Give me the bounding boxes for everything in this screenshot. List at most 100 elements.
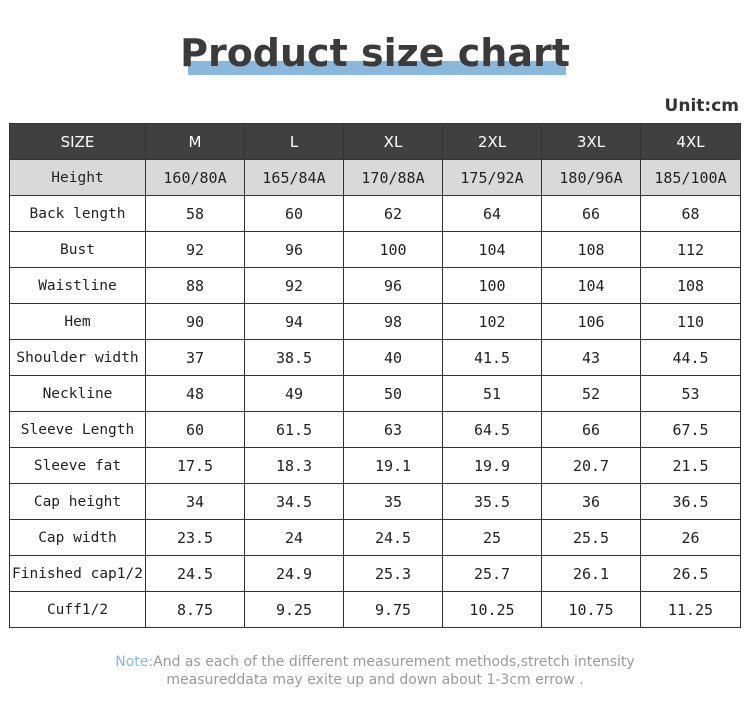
row-label: Cap height (9, 483, 146, 520)
table-cell: 58 (145, 195, 245, 232)
table-row: Waistline 88 92 96 100 104 108 (9, 267, 741, 304)
table-cell: 21.5 (640, 447, 741, 484)
table-cell: 100 (343, 231, 443, 268)
table-cell: 44.5 (640, 339, 741, 376)
table-row: Sleeve fat 17.5 18.3 19.1 19.9 20.7 21.5 (9, 447, 741, 484)
row-label: Finished cap1/2 (9, 555, 146, 592)
note-line-2: measureddata may exite up and down about… (166, 672, 584, 688)
table-row: Cap width 23.5 24 24.5 25 25.5 26 (9, 519, 741, 556)
table-cell: 106 (541, 303, 641, 340)
table-row: Bust 92 96 100 104 108 112 (9, 231, 741, 268)
table-cell: 60 (244, 195, 344, 232)
row-label: Shoulder width (9, 339, 146, 376)
table-cell: 96 (343, 267, 443, 304)
table-cell: 108 (640, 267, 741, 304)
row-label: Height (9, 159, 146, 196)
table-cell: 36.5 (640, 483, 741, 520)
table-cell: 100 (442, 267, 542, 304)
table-cell: 26.1 (541, 555, 641, 592)
table-cell: 10.25 (442, 591, 542, 628)
row-label: Waistline (9, 267, 146, 304)
table-cell: 26 (640, 519, 741, 556)
column-header: M (145, 123, 245, 160)
table-row: Cap height 34 34.5 35 35.5 36 36.5 (9, 483, 741, 520)
row-label: Hem (9, 303, 146, 340)
page-title: Product size chart (180, 31, 570, 75)
table-cell: 40 (343, 339, 443, 376)
table-cell: 108 (541, 231, 641, 268)
row-label: Bust (9, 231, 146, 268)
table-cell: 43 (541, 339, 641, 376)
row-label: Neckline (9, 375, 146, 412)
table-row: Shoulder width 37 38.5 40 41.5 43 44.5 (9, 339, 741, 376)
column-header: 2XL (442, 123, 542, 160)
table-cell: 175/92A (442, 159, 542, 196)
table-cell: 34.5 (244, 483, 344, 520)
table-row: Sleeve Length 60 61.5 63 64.5 66 67.5 (9, 411, 741, 448)
table-cell: 180/96A (541, 159, 641, 196)
table-cell: 25.7 (442, 555, 542, 592)
note-line-1-text: And as each of the different measurement… (153, 654, 635, 670)
row-label: Back length (9, 195, 146, 232)
row-label: Cuff1/2 (9, 591, 146, 628)
table-cell: 49 (244, 375, 344, 412)
title-block: Product size chart (0, 28, 750, 88)
table-cell: 48 (145, 375, 245, 412)
table-cell: 25.3 (343, 555, 443, 592)
column-header: XL (343, 123, 443, 160)
table-cell: 26.5 (640, 555, 741, 592)
table-row: Back length 58 60 62 64 66 68 (9, 195, 741, 232)
table-cell: 53 (640, 375, 741, 412)
note-text: Note:And as each of the different measur… (0, 653, 750, 689)
unit-label: Unit:cm (664, 96, 739, 116)
table-cell: 9.75 (343, 591, 443, 628)
table-cell: 185/100A (640, 159, 741, 196)
table-cell: 112 (640, 231, 741, 268)
column-header: 3XL (541, 123, 641, 160)
table-cell: 170/88A (343, 159, 443, 196)
table-cell: 64.5 (442, 411, 542, 448)
table-cell: 36 (541, 483, 641, 520)
note-line-1: Note:And as each of the different measur… (0, 653, 750, 671)
column-header: 4XL (640, 123, 741, 160)
table-cell: 52 (541, 375, 641, 412)
table-cell: 11.25 (640, 591, 741, 628)
table-cell: 90 (145, 303, 245, 340)
table-cell: 102 (442, 303, 542, 340)
table-cell: 17.5 (145, 447, 245, 484)
title-underline (188, 61, 566, 75)
table-cell: 66 (541, 195, 641, 232)
table-cell: 88 (145, 267, 245, 304)
table-cell: 61.5 (244, 411, 344, 448)
table-row: Neckline 48 49 50 51 52 53 (9, 375, 741, 412)
table-cell: 50 (343, 375, 443, 412)
table-cell: 34 (145, 483, 245, 520)
table-cell: 98 (343, 303, 443, 340)
table-cell: 104 (442, 231, 542, 268)
table-row: Height 160/80A 165/84A 170/88A 175/92A 180/96… (9, 159, 741, 196)
table-cell: 25.5 (541, 519, 641, 556)
table-cell: 96 (244, 231, 344, 268)
table-row: Cuff1/2 8.75 9.25 9.75 10.25 10.75 11.25 (9, 591, 741, 628)
table-cell: 64 (442, 195, 542, 232)
table-cell: 25 (442, 519, 542, 556)
table-cell: 94 (244, 303, 344, 340)
table-cell: 8.75 (145, 591, 245, 628)
row-label: Cap width (9, 519, 146, 556)
table-cell: 37 (145, 339, 245, 376)
column-header: L (244, 123, 344, 160)
table-cell: 66 (541, 411, 641, 448)
table-cell: 19.9 (442, 447, 542, 484)
size-table: SIZE M L XL 2XL 3XL 4XL Height 160/80A 165… (9, 123, 741, 628)
table-cell: 24.5 (343, 519, 443, 556)
table-cell: 24 (244, 519, 344, 556)
table-cell: 35.5 (442, 483, 542, 520)
table-cell: 24.5 (145, 555, 245, 592)
table-row: Finished cap1/2 24.5 24.9 25.3 25.7 26.1 26.5 (9, 555, 741, 592)
table-cell: 51 (442, 375, 542, 412)
table-cell: 38.5 (244, 339, 344, 376)
table-row: Hem 90 94 98 102 106 110 (9, 303, 741, 340)
table-cell: 20.7 (541, 447, 641, 484)
table-cell: 62 (343, 195, 443, 232)
table-cell: 10.75 (541, 591, 641, 628)
